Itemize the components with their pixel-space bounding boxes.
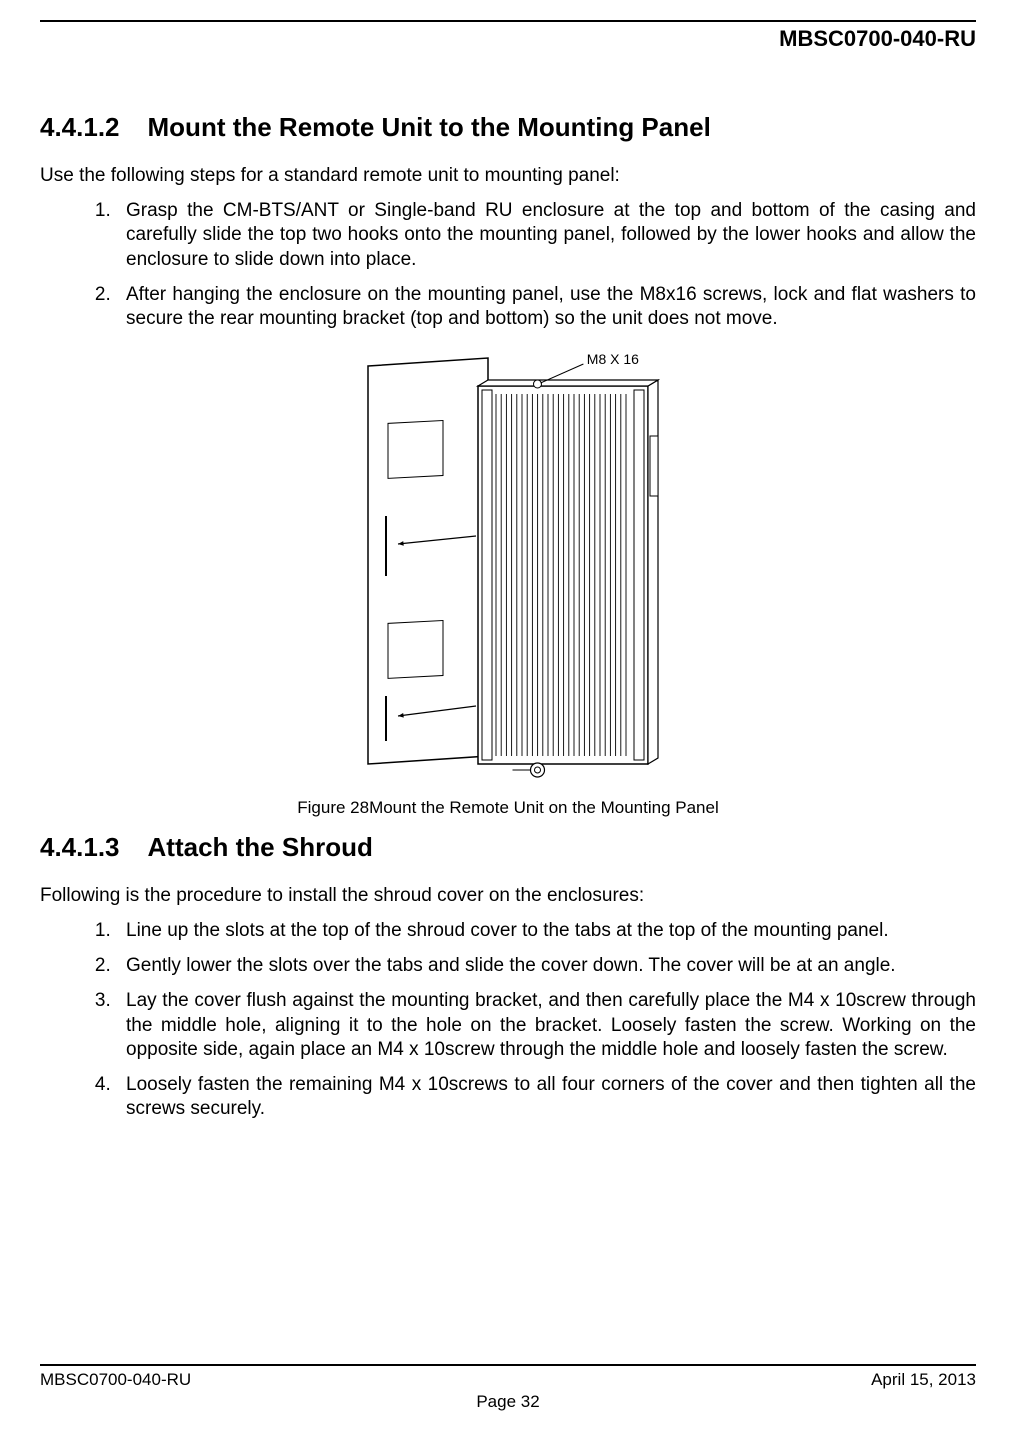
figure-caption: Figure 28Mount the Remote Unit on the Mo…	[297, 798, 718, 818]
header-doc-id: MBSC0700-040-RU	[40, 26, 976, 52]
footer-left: MBSC0700-040-RU	[40, 1370, 191, 1390]
list-item: Line up the slots at the top of the shro…	[116, 919, 976, 943]
header-rule	[40, 20, 976, 22]
mounting-diagram: M8 X 16	[338, 346, 678, 786]
section-title-2: Attach the Shroud	[148, 832, 373, 862]
section1-list: Grasp the CM-BTS/ANT or Single-band RU e…	[40, 199, 976, 332]
list-item: Grasp the CM-BTS/ANT or Single-band RU e…	[116, 199, 976, 272]
list-item: After hanging the enclosure on the mount…	[116, 283, 976, 332]
footer-right: April 15, 2013	[871, 1370, 976, 1390]
list-item: Lay the cover flush against the mounting…	[116, 989, 976, 1062]
figure-container: M8 X 16 Figure 28Mount the Remote Unit o…	[40, 346, 976, 818]
section-heading-2: 4.4.1.3 Attach the Shroud	[40, 832, 976, 863]
footer-rule	[40, 1364, 976, 1366]
section-heading-1: 4.4.1.2 Mount the Remote Unit to the Moun…	[40, 112, 976, 143]
footer-row: MBSC0700-040-RU April 15, 2013	[40, 1370, 976, 1390]
footer-page: Page 32	[40, 1392, 976, 1412]
section1-intro: Use the following steps for a standard r…	[40, 165, 976, 187]
footer: MBSC0700-040-RU April 15, 2013 Page 32	[40, 1364, 976, 1412]
svg-text:M8 X 16: M8 X 16	[587, 351, 639, 367]
section-number-1: 4.4.1.2	[40, 112, 120, 143]
section-number-2: 4.4.1.3	[40, 832, 120, 863]
section-title-1: Mount the Remote Unit to the Mounting Pa…	[148, 112, 711, 142]
list-item: Loosely fasten the remaining M4 x 10scre…	[116, 1073, 976, 1122]
list-item: Gently lower the slots over the tabs and…	[116, 954, 976, 978]
section2-intro: Following is the procedure to install th…	[40, 885, 976, 907]
section2-list: Line up the slots at the top of the shro…	[40, 919, 976, 1122]
